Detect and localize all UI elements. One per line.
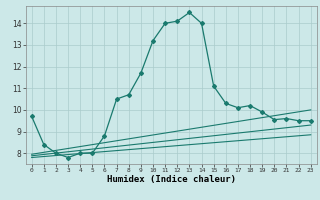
X-axis label: Humidex (Indice chaleur): Humidex (Indice chaleur) xyxy=(107,175,236,184)
